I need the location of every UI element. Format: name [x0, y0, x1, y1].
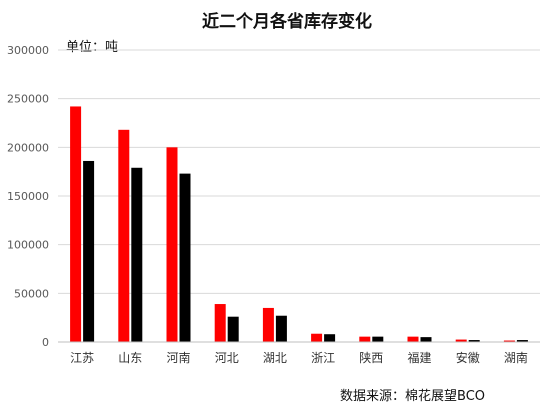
bar-series-1-安徽	[455, 339, 467, 342]
y-tick-label: 100000	[7, 239, 49, 252]
x-category-label: 陕西	[359, 350, 383, 365]
unit-label: 单位：吨	[66, 40, 118, 55]
bar-series-2-浙江	[324, 334, 336, 342]
bar-series-2-河南	[179, 173, 191, 342]
x-category-label: 安徽	[456, 350, 480, 365]
x-category-label: 山东	[118, 351, 142, 365]
bar-series-1-河北	[214, 304, 226, 342]
y-tick-label: 50000	[14, 287, 49, 300]
x-category-label: 浙江	[311, 351, 335, 365]
y-tick-label: 250000	[7, 93, 49, 106]
bar-series-1-浙江	[311, 333, 323, 342]
bar-series-2-湖北	[275, 315, 287, 342]
bar-series-1-陕西	[359, 336, 371, 342]
y-tick-label: 200000	[7, 141, 49, 154]
x-category-label: 湖北	[263, 350, 287, 365]
y-tick-label: 300000	[7, 44, 49, 57]
chart-title: 近二个月各省库存变化	[202, 11, 372, 32]
x-category-label: 湖南	[504, 350, 528, 365]
bar-series-2-山东	[131, 167, 143, 342]
bar-series-1-河南	[166, 147, 178, 342]
bar-series-1-湖南	[503, 340, 515, 342]
y-axis-ticks: 0 50000 100000 150000 200000 250000 300000	[7, 44, 49, 349]
bar-series-2-福建	[420, 337, 432, 342]
x-axis-categories: 江苏 山东 河南 河北 湖北 浙江 陕西 福建 安徽 湖南	[70, 350, 528, 365]
bar-series-1-山东	[118, 129, 130, 342]
x-category-label: 河北	[215, 351, 239, 365]
x-category-label: 福建	[407, 350, 431, 365]
bar-series-1-福建	[407, 336, 419, 342]
gridlines	[58, 49, 540, 294]
bar-series-2-河北	[227, 316, 239, 342]
bar-series-1-湖北	[262, 307, 274, 342]
bar-series-2-江苏	[83, 160, 95, 342]
bar-series-2-湖南	[516, 340, 528, 342]
bar-series-2-安徽	[468, 340, 480, 342]
bars	[70, 106, 528, 342]
x-category-label: 河南	[166, 350, 190, 365]
bar-series-2-陕西	[372, 336, 384, 342]
source-note: 数据来源：棉花展望BCO	[340, 388, 485, 404]
bar-series-1-江苏	[70, 106, 82, 342]
x-category-label: 江苏	[70, 351, 94, 365]
y-tick-label: 0	[42, 336, 49, 349]
y-tick-label: 150000	[7, 190, 49, 203]
